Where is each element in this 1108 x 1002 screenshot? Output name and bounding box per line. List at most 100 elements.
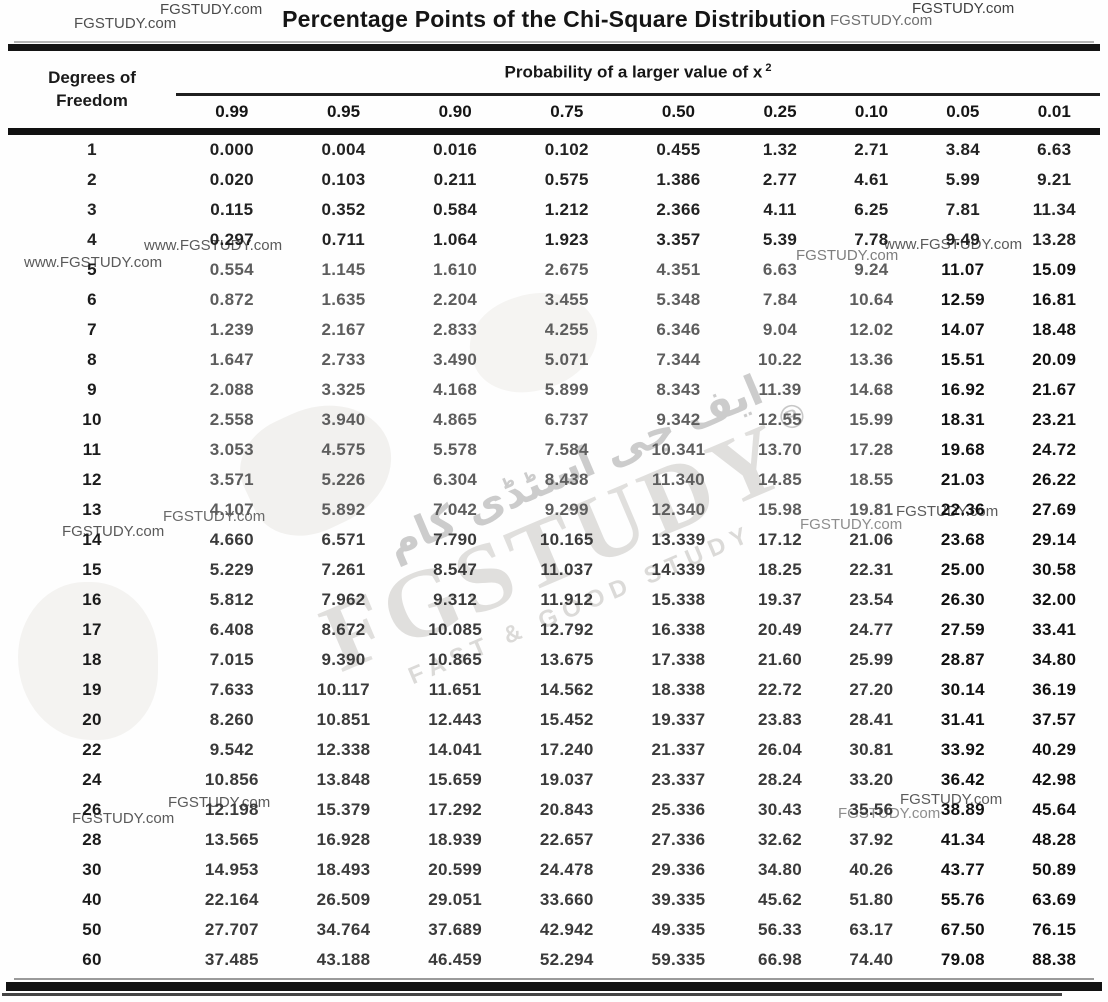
data-cell: 1.635 [321, 290, 366, 309]
data-cell: 11.340 [652, 470, 705, 489]
df-cell: 16 [82, 590, 102, 609]
data-cell: 15.51 [940, 350, 985, 369]
watermark-text: FGSTUDY.com [830, 12, 933, 29]
df-cell: 12 [82, 470, 102, 489]
column-header: 0.50 [661, 102, 695, 121]
data-cell: 20.49 [757, 620, 803, 639]
data-cell: 27.20 [849, 680, 894, 699]
data-cell: 10.341 [651, 440, 706, 459]
data-cell: 9.21 [1037, 170, 1072, 189]
table-bottom-rule [6, 982, 1102, 991]
data-cell: 0.000 [209, 140, 254, 159]
data-cell: 33.41 [1032, 620, 1077, 639]
data-cell: 17.12 [757, 530, 803, 549]
group-header-superscript: 2 [765, 61, 772, 74]
watermark-text: www.FGSTUDY.com [884, 236, 1023, 253]
data-cell: 20.843 [539, 800, 594, 819]
data-cell: 1.145 [321, 260, 366, 279]
data-cell: 79.08 [940, 950, 985, 969]
data-cell: 28.87 [940, 650, 985, 669]
table-header: Degrees of Freedom Probability of a larg… [8, 47, 1100, 132]
data-cell: 7.633 [209, 680, 254, 699]
data-cell: 5.348 [656, 290, 701, 309]
data-cell: 0.352 [321, 200, 366, 219]
df-cell: 8 [87, 350, 97, 369]
watermark-text: FGSTUDY.com [896, 503, 999, 520]
data-cell: 6.63 [762, 260, 798, 279]
data-cell: 24.478 [539, 860, 594, 879]
data-cell: 1.239 [209, 320, 254, 339]
data-cell: 11.39 [758, 380, 802, 399]
data-cell: 26.22 [1032, 470, 1077, 489]
df-cell: 22 [82, 740, 102, 759]
df-cell: 40 [82, 890, 102, 909]
data-cell: 48.28 [1032, 830, 1077, 849]
data-cell: 26.30 [940, 590, 985, 609]
data-cell: 0.872 [209, 290, 254, 309]
row-header-line1: Degrees of [48, 68, 136, 88]
data-cell: 3.940 [321, 410, 366, 429]
data-cell: 34.80 [1032, 650, 1077, 669]
df-cell: 17 [82, 620, 102, 639]
data-cell: 0.102 [544, 140, 589, 159]
data-cell: 23.54 [849, 590, 894, 609]
data-cell: 12.02 [849, 320, 894, 339]
data-cell: 12.55 [757, 410, 803, 429]
data-cell: 43.77 [940, 860, 985, 879]
table-row: 3 0.115 0.352 0.584 1.212 2.366 4.11 6.25 7.81 11… [8, 195, 1100, 225]
data-cell: 5.226 [321, 470, 366, 489]
table-row: 50 27.707 34.764 37.689 42.942 49.335 56.33 63.… [8, 915, 1100, 945]
data-cell: 14.68 [849, 380, 894, 399]
data-cell: 13.565 [204, 830, 259, 849]
data-cell: 26.04 [757, 740, 803, 759]
df-cell: 3 [87, 200, 97, 219]
table-row: 12 3.571 5.226 6.304 8.438 11.340 14.85 18.55 21… [8, 465, 1100, 495]
data-cell: 0.016 [433, 140, 478, 159]
data-cell: 15.98 [757, 500, 803, 519]
data-cell: 5.892 [321, 500, 366, 519]
page-title: Percentage Points of the Chi-Square Dist… [282, 6, 826, 32]
data-cell: 26.509 [316, 890, 371, 909]
data-cell: 1.610 [433, 260, 478, 279]
data-cell: 2.733 [321, 350, 366, 369]
data-cell: 6.737 [544, 410, 589, 429]
data-cell: 49.335 [651, 920, 706, 939]
data-cell: 41.34 [940, 830, 985, 849]
data-cell: 40.29 [1032, 740, 1077, 759]
data-cell: 0.103 [321, 170, 366, 189]
data-cell: 22.164 [204, 890, 259, 909]
data-cell: 8.672 [321, 620, 366, 639]
data-cell: 20.599 [428, 860, 483, 879]
data-cell: 2.833 [433, 320, 478, 339]
data-cell: 43.188 [316, 950, 371, 969]
data-cell: 0.297 [209, 230, 254, 249]
watermark-text: FGSTUDY.com [838, 805, 941, 822]
data-cell: 18.493 [316, 860, 371, 879]
data-cell: 22.31 [849, 560, 894, 579]
table-row: 15 5.229 7.261 8.547 11.037 14.339 18.25 22.31 2… [8, 555, 1100, 585]
data-cell: 24.77 [849, 620, 894, 639]
data-cell: 11.07 [941, 260, 985, 279]
data-cell: 0.211 [433, 170, 477, 189]
watermark-text: FGSTUDY.com [160, 1, 263, 18]
watermark-text: FGSTUDY.com [912, 0, 1015, 17]
data-cell: 10.117 [317, 680, 370, 699]
column-header: 0.75 [550, 102, 584, 121]
data-cell: 16.928 [316, 830, 371, 849]
data-cell: 25.99 [849, 650, 894, 669]
watermark-text: FGSTUDY.com [168, 794, 271, 811]
data-cell: 14.07 [940, 320, 985, 339]
data-cell: 21.06 [849, 530, 894, 549]
table-body: 1 0.000 0.004 0.016 0.102 0.455 1.32 2.71 3.84 6.… [8, 132, 1100, 976]
data-cell: 23.83 [757, 710, 803, 729]
data-cell: 25.336 [651, 800, 706, 819]
data-cell: 28.24 [757, 770, 803, 789]
data-cell: 0.584 [433, 200, 478, 219]
data-cell: 1.32 [762, 140, 798, 159]
column-header: 0.95 [326, 102, 361, 121]
table-row: 22 9.542 12.338 14.041 17.240 21.337 26.04 30.8… [8, 735, 1100, 765]
data-cell: 30.14 [940, 680, 985, 699]
data-cell: 8.260 [209, 710, 254, 729]
data-cell: 11.34 [1032, 200, 1076, 219]
data-cell: 6.63 [1037, 140, 1072, 159]
